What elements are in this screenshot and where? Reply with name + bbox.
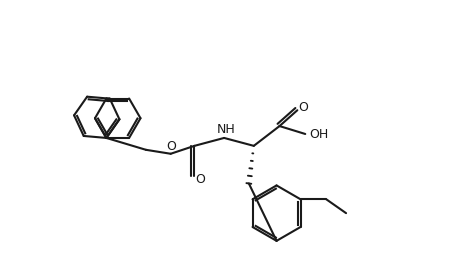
Text: OH: OH bbox=[310, 129, 329, 142]
Text: NH: NH bbox=[217, 122, 235, 135]
Text: O: O bbox=[196, 173, 205, 186]
Text: O: O bbox=[298, 101, 308, 114]
Text: O: O bbox=[167, 140, 177, 153]
